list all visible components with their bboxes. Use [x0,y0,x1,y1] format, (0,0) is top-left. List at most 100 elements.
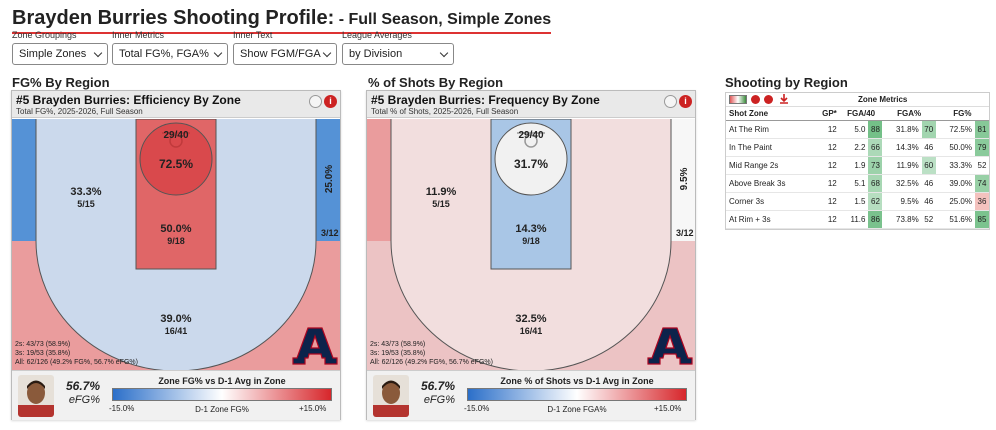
arizona-logo-icon [647,327,693,365]
zone-corner-left[interactable] [367,119,391,241]
card-header: #5 Brayden Burries: Efficiency By Zone T… [12,91,340,118]
col-shot-zone[interactable]: Shot Zone [726,107,812,121]
cell-gp: 12 [811,174,840,193]
legend-max: +15.0% [654,404,682,413]
cell-fga40-pct: 68 [868,174,883,193]
summary-2s: 2s: 43/73 (58.9%) [15,341,70,348]
legend-min: -15.0% [464,404,490,413]
chevron-down-icon [93,48,103,58]
zone-groupings-select[interactable]: Simple Zones [12,43,108,65]
filter-label: Inner Text [233,30,273,40]
select-value: Total FG%, FGA% [119,48,209,60]
toggle-button[interactable] [309,95,322,108]
col-fg-pct[interactable]: FG% [935,107,989,121]
three-main-label: 39.0% [160,313,191,325]
paint-sub-label: 9/18 [167,236,185,246]
chevron-down-icon [322,48,332,58]
cell-gp: 12 [811,156,840,175]
zone-rim[interactable] [139,122,213,196]
col-gp[interactable]: GP* [811,107,840,121]
zone-corner-right[interactable] [671,119,695,241]
paint-sub-label: 9/18 [522,236,540,246]
corner-sub-label: 3/12 [676,228,694,238]
player-avatar [18,375,54,417]
zone-rim[interactable] [494,122,568,196]
table-header-row: Shot Zone GP* FGA/40 FGA% FG% [726,107,989,121]
zone-corner-left[interactable] [12,119,36,241]
download-icon[interactable] [779,94,789,104]
table-row[interactable]: Corner 3s 12 1.5 62 9.5% 46 25.0% 36 [726,192,989,211]
court-efficiency: 29/40 72.5% 50.0% 9/18 33.3% 5/15 25.0% … [12,119,340,370]
cell-fga-pct: 52 [921,210,936,229]
cell-fg: 25.0% [935,192,975,211]
hoop [169,134,183,148]
zone-corner-right[interactable] [316,119,340,241]
col-fga40[interactable]: FGA/40 [839,107,883,121]
corner-sub-label: 3/12 [321,228,339,238]
three-point-arc [35,240,317,370]
card-title: #5 Brayden Burries: Efficiency By Zone [16,93,241,107]
cell-zone: At Rim + 3s [726,210,812,229]
arizona-logo-icon [292,327,338,365]
cell-fga40: 1.9 [839,156,869,175]
table-row[interactable]: Above Break 3s 12 5.1 68 32.5% 46 39.0% 74 [726,174,989,193]
summary-3s: 3s: 19/53 (35.8%) [370,350,425,357]
legend-min: -15.0% [109,404,135,413]
inner-text-select[interactable]: Show FGM/FGA [233,43,337,65]
group-header-zone-metrics: Zone Metrics [858,95,908,104]
cell-fga: 14.3% [882,138,922,157]
frequency-card: #5 Brayden Burries: Frequency By Zone To… [366,90,696,420]
filter-label: Inner Metrics [112,30,165,40]
chevron-down-icon [213,48,223,58]
cell-fg-pct: 36 [975,192,989,211]
card-header: #5 Brayden Burries: Frequency By Zone To… [367,91,695,118]
league-averages-select[interactable]: by Division [342,43,454,65]
toggle-button[interactable] [664,95,677,108]
cell-fga40: 2.2 [839,138,869,157]
cell-fg: 39.0% [935,174,975,193]
cell-zone: Above Break 3s [726,174,812,193]
rim-sub-label: 29/40 [163,130,188,141]
table-row[interactable]: At The Rim 12 5.0 88 31.8% 70 72.5% 81 [726,120,989,139]
legend-label: D-1 Zone FGA% [547,405,607,414]
table-row[interactable]: At Rim + 3s 12 11.6 86 73.8% 52 51.6% 85 [726,210,989,229]
three-sub-label: 16/41 [165,326,188,336]
legend-label: D-1 Zone FG% [195,405,249,414]
color-scale-icon[interactable] [729,95,747,104]
col-fga-pct[interactable]: FGA% [882,107,936,121]
card-title: #5 Brayden Burries: Frequency By Zone [371,93,600,107]
reset-icon[interactable] [751,95,760,104]
cell-gp: 12 [811,192,840,211]
rim-sub-label: 29/40 [518,130,543,141]
inner-metrics-select[interactable]: Total FG%, FGA% [112,43,228,65]
player-avatar [373,375,409,417]
chevron-down-icon [439,48,449,58]
cell-fga: 32.5% [882,174,922,193]
info-icon[interactable]: i [679,95,692,108]
cell-fga-pct: 46 [921,192,936,211]
cell-fga40-pct: 73 [868,156,883,175]
cell-gp: 12 [811,120,840,139]
corner-main-label: 25.0% [324,165,335,193]
section-title-shots: % of Shots By Region [368,75,504,90]
table-row[interactable]: Mid Range 2s 12 1.9 73 11.9% 60 33.3% 52 [726,156,989,175]
cell-fga-pct: 46 [921,174,936,193]
corner-main-label: 9.5% [679,167,690,190]
cell-fg-pct: 74 [975,174,989,193]
filter-zone-groupings: Zone Groupings Simple Zones [12,30,108,65]
filter-league-averages: League Averages by Division [342,30,454,65]
remove-icon[interactable] [764,95,773,104]
table-row[interactable]: In The Paint 12 2.2 66 14.3% 46 50.0% 79 [726,138,989,157]
cell-fga-pct: 70 [921,120,936,139]
filter-label: League Averages [342,30,412,40]
cell-fg-pct: 85 [975,210,989,229]
info-icon[interactable]: i [324,95,337,108]
cell-fga40: 11.6 [839,210,869,229]
summary-3s: 3s: 19/53 (35.8%) [15,350,70,357]
cell-fga40-pct: 86 [868,210,883,229]
select-value: Show FGM/FGA [240,48,321,60]
cell-gp: 12 [811,138,840,157]
section-title-table: Shooting by Region [725,75,848,90]
cell-fg: 33.3% [935,156,975,175]
card-footer: 56.7% eFG% Zone % of Shots vs D-1 Avg in… [367,370,695,420]
